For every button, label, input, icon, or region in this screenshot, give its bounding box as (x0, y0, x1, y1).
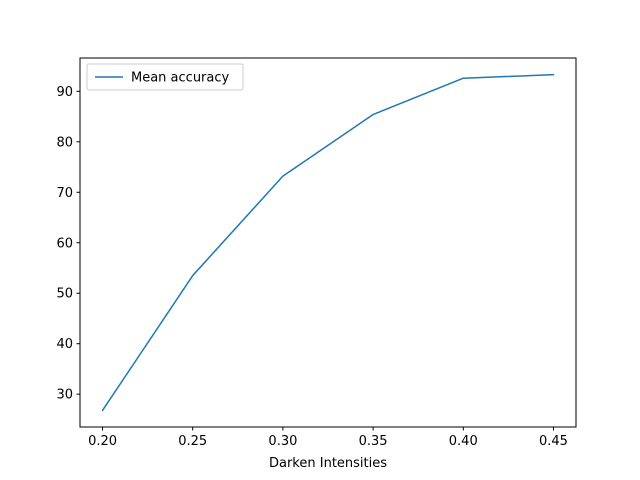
y-tick-label: 30 (56, 388, 73, 403)
x-axis-label: Darken Intensities (269, 456, 387, 471)
axes-frame (79, 57, 577, 428)
x-tick-label: 0.35 (359, 434, 388, 449)
legend: Mean accuracy (86, 63, 244, 91)
x-tick-label: 0.25 (178, 434, 207, 449)
y-tick-label: 80 (56, 135, 73, 150)
ticks-layer: 0.20 0.25 0.30 0.35 0.40 0.45 30 40 50 60 70 80 90 (56, 85, 567, 449)
y-tick-label: 50 (56, 287, 73, 302)
y-tick-label: 60 (56, 236, 73, 251)
x-tick-label: 0.45 (539, 434, 568, 449)
series-line-mean-accuracy (101, 73, 555, 412)
y-tick-label: 40 (56, 337, 73, 352)
x-tick-label: 0.40 (449, 434, 478, 449)
y-tick-label: 70 (56, 186, 73, 201)
y-tick-label: 90 (56, 85, 73, 100)
legend-box (86, 63, 244, 91)
series-layer (101, 73, 555, 412)
x-tick-label: 0.30 (268, 434, 297, 449)
x-tick-label: 0.20 (88, 434, 117, 449)
legend-label: Mean accuracy (131, 71, 230, 86)
